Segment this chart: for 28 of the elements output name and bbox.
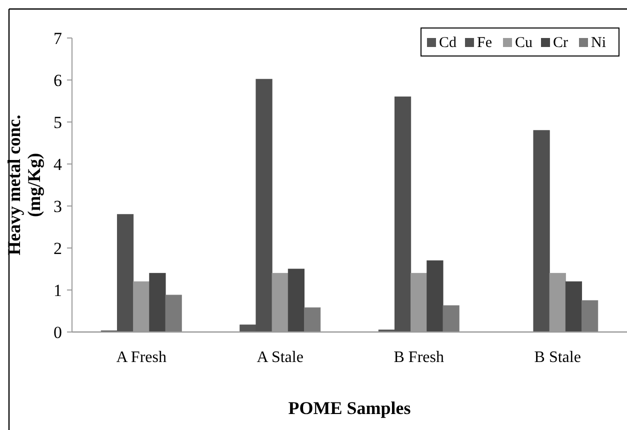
legend-label: Cr	[553, 35, 568, 51]
y-tick-label: 5	[54, 112, 62, 132]
legend-label: Ni	[591, 35, 606, 51]
bar	[304, 307, 321, 332]
y-tick-label: 0	[54, 322, 62, 342]
bar	[565, 281, 582, 332]
y-tick-label: 2	[54, 238, 62, 258]
legend-label: Cu	[515, 35, 534, 51]
bar	[149, 272, 166, 332]
y-tick-label: 4	[54, 154, 62, 174]
x-axis-title: POME Samples	[288, 398, 411, 418]
y-axis-title: Heavy metal conc. (mg/Kg)	[4, 114, 44, 256]
legend-label: Fe	[477, 35, 492, 51]
bar	[426, 260, 444, 332]
bar	[288, 268, 305, 332]
x-tick-label: A Stale	[256, 349, 304, 366]
y-tick-label: 7	[54, 28, 62, 48]
y-tick-label: 1	[54, 280, 62, 300]
y-tick-label: 6	[54, 70, 62, 90]
bar	[533, 130, 550, 332]
legend-label: Cd	[439, 35, 458, 51]
y-tick-label: 3	[54, 196, 62, 216]
x-tick-label: B Fresh	[394, 349, 444, 366]
x-tick-label: B Stale	[534, 349, 581, 366]
x-tick-label: A Fresh	[116, 349, 166, 366]
bar	[442, 305, 460, 332]
bar	[582, 300, 598, 332]
bar	[165, 294, 182, 332]
